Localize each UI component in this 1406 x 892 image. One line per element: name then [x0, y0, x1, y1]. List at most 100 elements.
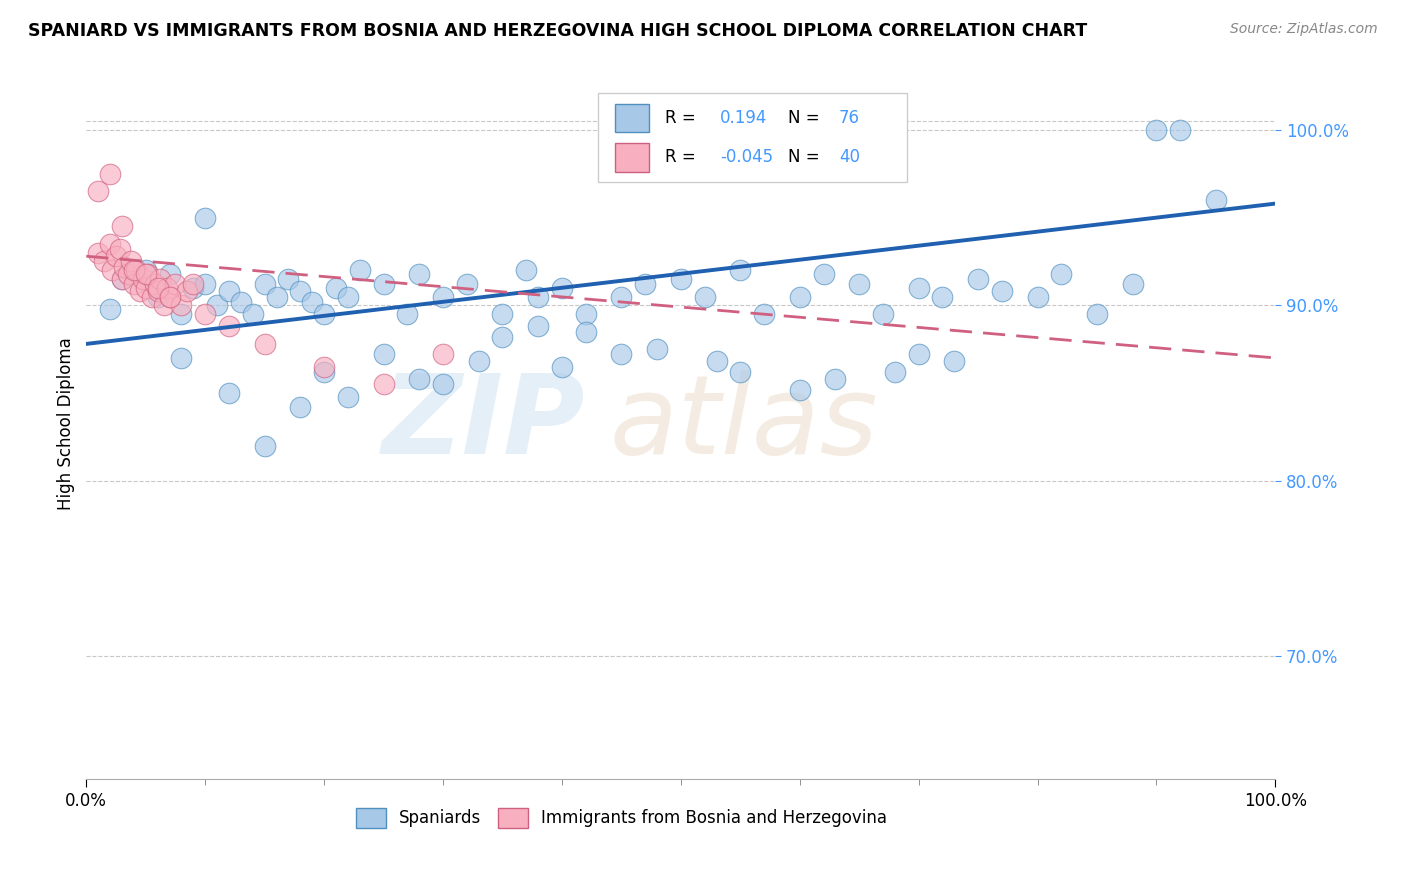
Text: SPANIARD VS IMMIGRANTS FROM BOSNIA AND HERZEGOVINA HIGH SCHOOL DIPLOMA CORRELATI: SPANIARD VS IMMIGRANTS FROM BOSNIA AND H… — [28, 22, 1087, 40]
Point — [105, 249, 128, 263]
Point — [176, 285, 198, 299]
Point — [136, 267, 159, 281]
Point — [669, 272, 692, 286]
Point — [789, 383, 811, 397]
Point — [456, 277, 478, 292]
Point — [1168, 123, 1191, 137]
Point — [205, 298, 228, 312]
Point — [218, 386, 240, 401]
Point — [610, 289, 633, 303]
Point — [170, 298, 193, 312]
Text: -0.045: -0.045 — [720, 148, 773, 166]
Point — [93, 254, 115, 268]
Point — [194, 277, 217, 292]
Point — [170, 351, 193, 365]
Point — [218, 319, 240, 334]
Point — [194, 307, 217, 321]
Point — [432, 347, 454, 361]
Point — [111, 272, 134, 286]
Point — [527, 289, 550, 303]
Point — [575, 307, 598, 321]
Text: 76: 76 — [839, 109, 860, 128]
Text: N =: N = — [787, 148, 820, 166]
Point — [253, 337, 276, 351]
Point — [336, 390, 359, 404]
Point — [98, 301, 121, 316]
Point — [301, 294, 323, 309]
Point — [752, 307, 775, 321]
Bar — [616, 104, 648, 132]
Point — [122, 277, 145, 292]
Text: 0.194: 0.194 — [720, 109, 768, 128]
Point — [135, 281, 157, 295]
Point — [132, 272, 155, 286]
Point — [135, 267, 157, 281]
Point — [527, 319, 550, 334]
Text: Source: ZipAtlas.com: Source: ZipAtlas.com — [1230, 22, 1378, 37]
Text: N =: N = — [787, 109, 820, 128]
Point — [872, 307, 894, 321]
Text: 40: 40 — [839, 148, 860, 166]
Point — [111, 219, 134, 234]
Point — [165, 277, 187, 292]
Point — [253, 277, 276, 292]
Point — [125, 263, 148, 277]
Point — [253, 439, 276, 453]
Bar — [616, 143, 648, 171]
Point — [108, 242, 131, 256]
Text: ZIP: ZIP — [382, 370, 586, 477]
Point — [159, 289, 181, 303]
Point — [128, 285, 150, 299]
Point — [111, 272, 134, 286]
Point — [610, 347, 633, 361]
Point — [373, 277, 395, 292]
Point — [824, 372, 846, 386]
Point — [907, 281, 929, 295]
Point — [432, 289, 454, 303]
Point — [181, 281, 204, 295]
Point — [706, 354, 728, 368]
Point — [967, 272, 990, 286]
Point — [730, 365, 752, 379]
Point — [551, 281, 574, 295]
Point — [991, 285, 1014, 299]
Point — [159, 289, 181, 303]
Point — [491, 307, 513, 321]
Point — [813, 267, 835, 281]
Point — [373, 377, 395, 392]
Point — [467, 354, 489, 368]
Point — [1050, 267, 1073, 281]
Point — [693, 289, 716, 303]
Point — [149, 272, 172, 286]
Point — [141, 289, 163, 303]
Point — [143, 277, 166, 292]
Legend: Spaniards, Immigrants from Bosnia and Herzegovina: Spaniards, Immigrants from Bosnia and He… — [349, 801, 894, 835]
Point — [314, 365, 336, 379]
Point — [408, 372, 430, 386]
Point — [277, 272, 299, 286]
Point — [336, 289, 359, 303]
Point — [1026, 289, 1049, 303]
Point — [314, 359, 336, 374]
Point — [883, 365, 905, 379]
Point — [194, 211, 217, 225]
Point — [87, 245, 110, 260]
Point — [112, 260, 135, 274]
Point — [491, 330, 513, 344]
Point — [515, 263, 537, 277]
Point — [325, 281, 347, 295]
Point — [575, 325, 598, 339]
Point — [314, 307, 336, 321]
Point — [290, 285, 312, 299]
Point — [1146, 123, 1168, 137]
Point — [101, 263, 124, 277]
Point — [408, 267, 430, 281]
Point — [117, 267, 139, 281]
Point — [218, 285, 240, 299]
Point — [789, 289, 811, 303]
Text: R =: R = — [665, 148, 696, 166]
Point — [229, 294, 252, 309]
Point — [645, 342, 668, 356]
Point — [349, 263, 371, 277]
Point — [156, 281, 179, 295]
